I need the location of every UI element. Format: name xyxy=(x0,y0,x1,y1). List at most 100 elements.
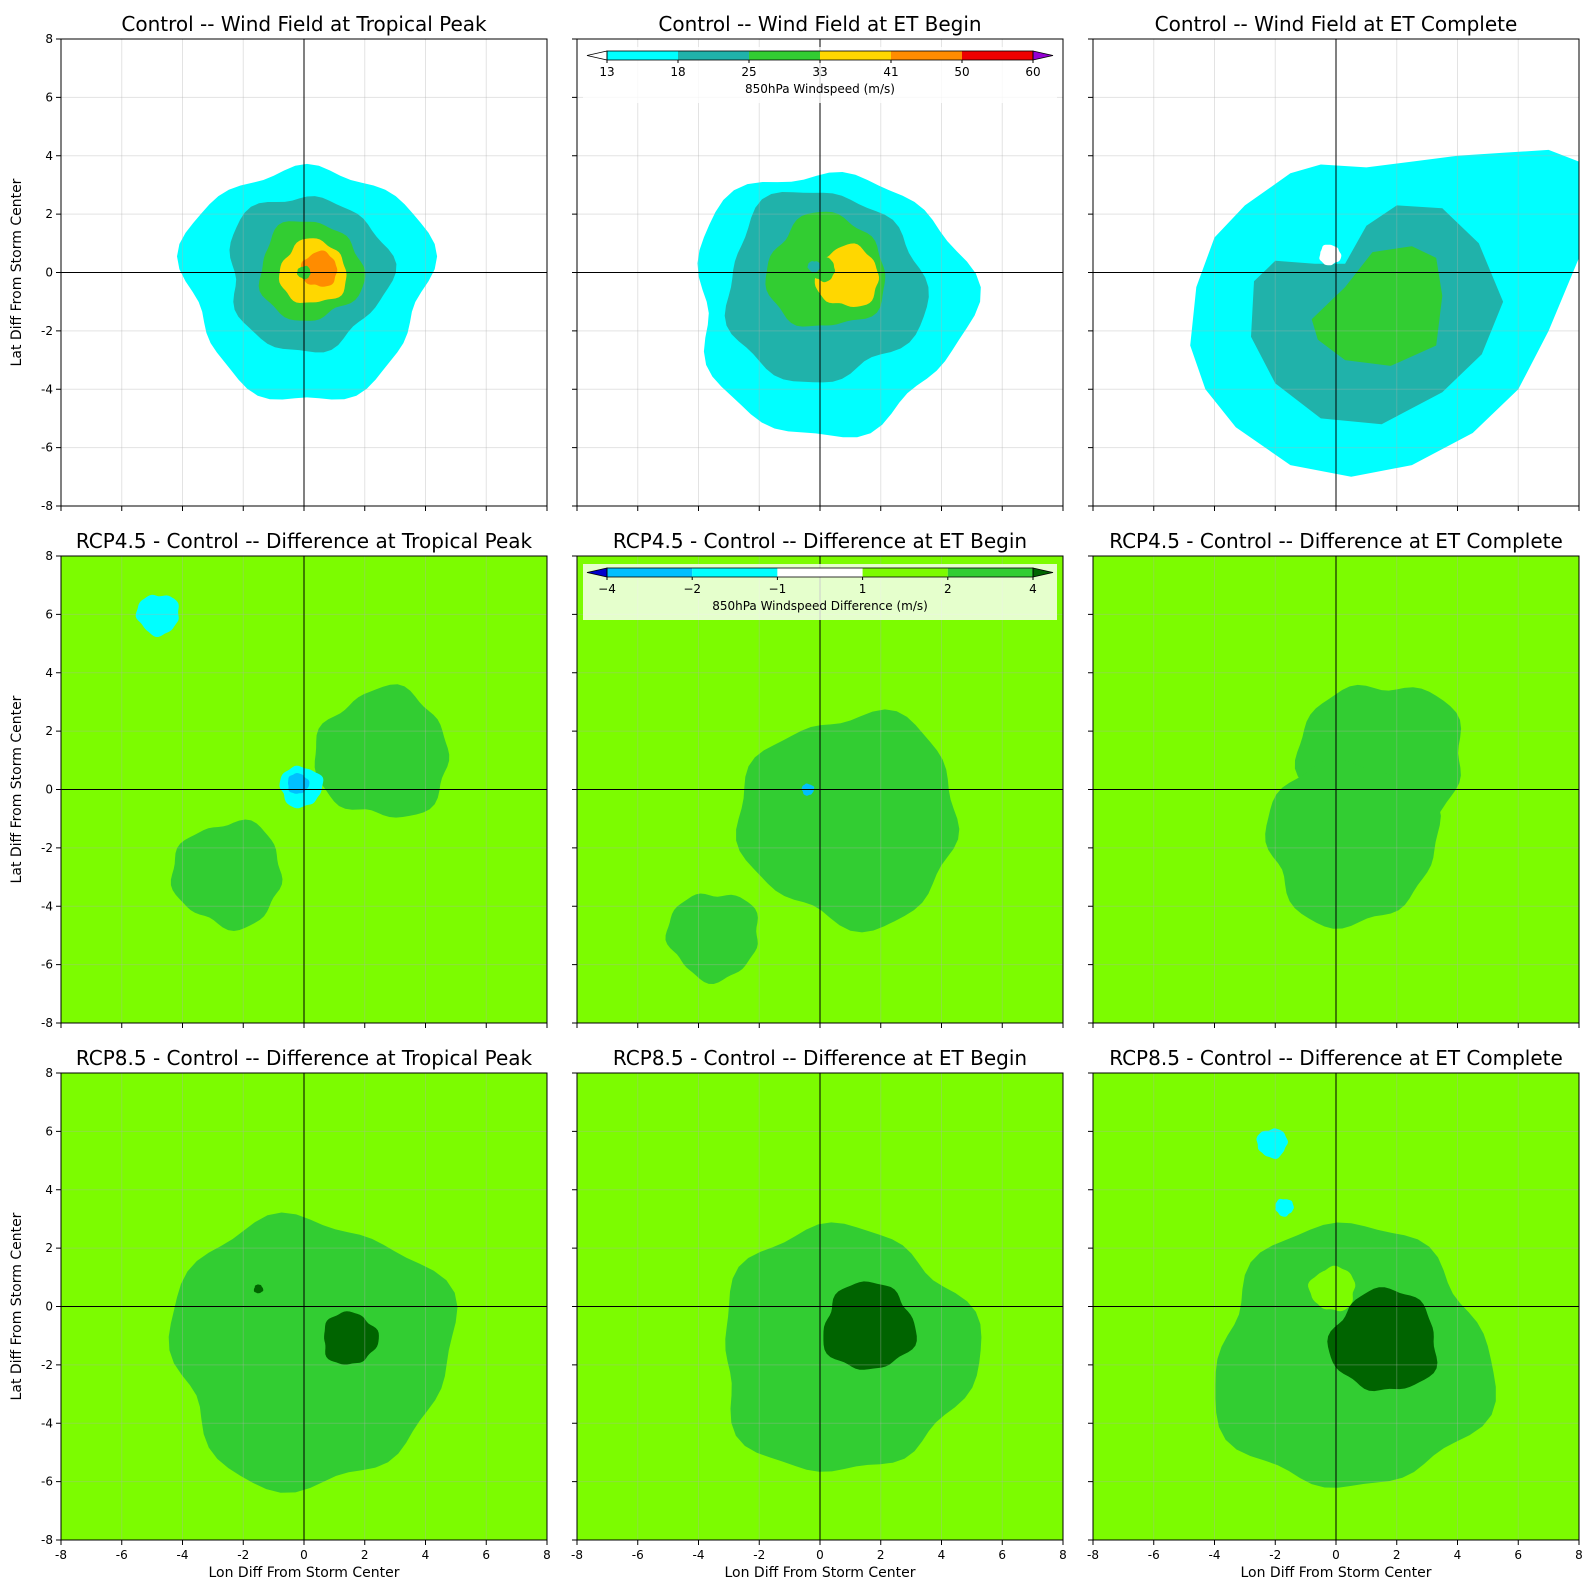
y-tick-label: 6 xyxy=(45,90,53,104)
contour-region xyxy=(823,1281,917,1370)
panel-title: RCP4.5 - Control -- Difference at ET Com… xyxy=(1109,529,1563,553)
panel-title: Control -- Wind Field at ET Begin xyxy=(658,12,981,36)
x-tick-label: -4 xyxy=(1209,1548,1221,1562)
colorbar-tick-label: 1 xyxy=(859,582,867,596)
y-tick-label: 2 xyxy=(45,207,53,221)
y-tick-label: -8 xyxy=(41,499,53,513)
x-tick-label: -2 xyxy=(237,1548,249,1562)
y-tick-label: 2 xyxy=(45,1241,53,1255)
contour-region xyxy=(170,819,283,931)
x-tick-label: 8 xyxy=(543,1548,551,1562)
x-tick-label: 8 xyxy=(1059,1548,1067,1562)
x-tick-label: 8 xyxy=(1575,1548,1583,1562)
panel-2-0: -8-8 -6 -6 -4 -4 -2 -2 0 0 2 2 4 4 6 6 8 8 RCP8.5 - Contr… xyxy=(9,1046,551,1581)
colorbar-tick-label: 41 xyxy=(883,65,898,79)
contour-region xyxy=(168,1212,458,1493)
x-tick-label: -8 xyxy=(55,1548,67,1562)
x-tick-label: 0 xyxy=(1332,1548,1340,1562)
contour-region xyxy=(300,250,338,287)
colorbar-tick-label: 13 xyxy=(599,65,614,79)
x-tick-label: -4 xyxy=(693,1548,705,1562)
panel-2-1: -8 -6 -4 -2 0 2 4 6 8 RCP8.5 - Control -- Differe… xyxy=(571,1046,1067,1581)
contour-fills xyxy=(1190,149,1579,477)
y-tick-label: -4 xyxy=(41,1416,53,1430)
panel-title: RCP4.5 - Control -- Difference at Tropic… xyxy=(76,529,533,553)
colorbar-tick-label: 50 xyxy=(954,65,969,79)
y-tick-label: 4 xyxy=(45,666,53,680)
x-tick-label: 2 xyxy=(361,1548,369,1562)
x-tick-label: -2 xyxy=(753,1548,765,1562)
y-tick-label: 4 xyxy=(45,1183,53,1197)
colorbar-0: 13 18 25 33 41 50 60 850hPa Windspeed (m/s) xyxy=(583,47,1057,103)
panel-title: RCP4.5 - Control -- Difference at ET Beg… xyxy=(613,529,1027,553)
contour-region xyxy=(1311,246,1443,366)
y-tick-label: 0 xyxy=(45,783,53,797)
panel-title: RCP8.5 - Control -- Difference at Tropic… xyxy=(76,1046,533,1070)
y-tick-label: 8 xyxy=(45,1066,53,1080)
panel-title: Control -- Wind Field at Tropical Peak xyxy=(121,12,487,36)
x-tick-label: -8 xyxy=(571,1548,583,1562)
y-tick-label: -8 xyxy=(41,1533,53,1547)
x-axis-label: Lon Diff From Storm Center xyxy=(1240,1565,1431,1581)
x-tick-label: 0 xyxy=(816,1548,824,1562)
colorbar-tick-label: −1 xyxy=(769,582,787,596)
panel-0-0: -8 -6 -4 -2 0 2 4 6 8 Control -- Wind Field at Tr… xyxy=(9,12,548,513)
contour-region xyxy=(814,243,879,307)
y-tick-label: -6 xyxy=(41,1475,53,1489)
x-tick-label: 2 xyxy=(877,1548,885,1562)
panel-title: Control -- Wind Field at ET Complete xyxy=(1155,12,1518,36)
colorbar-tick-label: 60 xyxy=(1025,65,1040,79)
panel-1-1: RCP4.5 - Control -- Difference at ET Beg… xyxy=(572,529,1064,1028)
contour-region xyxy=(1265,758,1441,929)
y-tick-label: -8 xyxy=(41,1016,53,1030)
panel-1-0: -8 -6 -4 -2 0 2 4 6 8 RCP4.5 - Control -- Differe… xyxy=(9,529,548,1030)
y-tick-label: -4 xyxy=(41,382,53,396)
colorbar-tick-label: −2 xyxy=(683,582,701,596)
contour-region xyxy=(314,684,450,818)
colorbar-1: −4 −2 −1 1 2 4 850hPa Windspeed Difference (m/… xyxy=(583,564,1057,620)
y-axis-label: Lat Diff From Storm Center xyxy=(9,1212,25,1400)
y-tick-label: 6 xyxy=(45,1124,53,1138)
colorbar-tick-label: 2 xyxy=(944,582,952,596)
colorbar-tick-label: 4 xyxy=(1029,582,1037,596)
x-tick-label: 2 xyxy=(1393,1548,1401,1562)
x-tick-label: 6 xyxy=(998,1548,1006,1562)
x-tick-label: -6 xyxy=(116,1548,128,1562)
y-axis-label: Lat Diff From Storm Center xyxy=(9,178,25,366)
y-tick-label: 8 xyxy=(45,32,53,46)
x-tick-label: 4 xyxy=(938,1548,946,1562)
panel-1-2: RCP4.5 - Control -- Difference at ET Com… xyxy=(1088,529,1580,1028)
colorbar-segment xyxy=(607,568,693,577)
x-axis-label: Lon Diff From Storm Center xyxy=(208,1565,399,1581)
contour-region xyxy=(736,709,960,933)
contour-region xyxy=(665,893,758,984)
y-axis-label: Lat Diff From Storm Center xyxy=(9,695,25,883)
y-tick-label: 8 xyxy=(45,549,53,563)
y-tick-label: -6 xyxy=(41,441,53,455)
colorbar-tick-label: −4 xyxy=(598,582,616,596)
contour-region xyxy=(253,1284,264,1294)
colorbar-segment xyxy=(777,568,863,577)
x-tick-label: 4 xyxy=(422,1548,430,1562)
contour-fills xyxy=(697,172,981,438)
colorbar-label: 850hPa Windspeed Difference (m/s) xyxy=(712,599,928,613)
y-tick-label: -4 xyxy=(41,899,53,913)
colorbar-label: 850hPa Windspeed (m/s) xyxy=(745,82,895,96)
colorbar-segment xyxy=(692,568,778,577)
x-tick-label: -2 xyxy=(1269,1548,1281,1562)
contour-region xyxy=(807,261,820,274)
x-tick-label: -6 xyxy=(632,1548,644,1562)
colorbar-segment xyxy=(862,568,948,577)
x-tick-label: -6 xyxy=(1148,1548,1160,1562)
contour-fills xyxy=(177,163,438,400)
colorbar-segment xyxy=(820,51,891,60)
y-tick-label: -2 xyxy=(41,841,53,855)
colorbar-segment xyxy=(962,51,1033,60)
y-tick-label: 2 xyxy=(45,724,53,738)
x-tick-label: -4 xyxy=(177,1548,189,1562)
panel-title: RCP8.5 - Control -- Difference at ET Beg… xyxy=(613,1046,1027,1070)
colorbar-tick-label: 33 xyxy=(812,65,827,79)
y-tick-label: -2 xyxy=(41,324,53,338)
contour-region xyxy=(1275,1198,1294,1217)
